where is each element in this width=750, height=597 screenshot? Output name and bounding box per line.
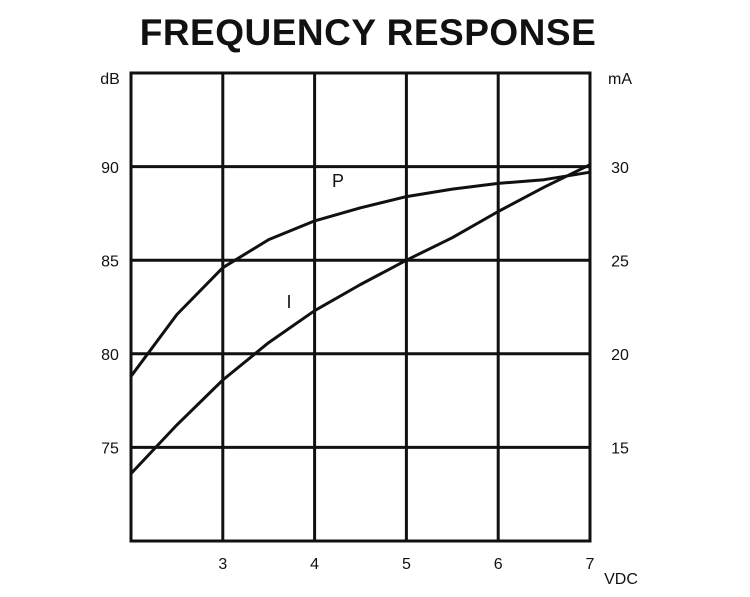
- y2-tick-label: 30: [611, 160, 629, 177]
- x-tick-label: 7: [586, 556, 595, 573]
- plot-frame: [129, 71, 592, 543]
- x-tick-label: 3: [218, 556, 227, 573]
- y-tick-label: 90: [101, 160, 119, 177]
- x-tick-label: 5: [402, 556, 411, 573]
- series-label: P: [332, 171, 344, 191]
- y-tick-label: 85: [101, 253, 119, 270]
- y2-axis-label: mA: [608, 71, 632, 88]
- y-tick-label: 80: [101, 347, 119, 364]
- series-label: I: [286, 292, 291, 312]
- y-axis-label: dB: [100, 71, 120, 88]
- y2-tick-label: 20: [611, 347, 629, 364]
- x-tick-label: 6: [494, 556, 503, 573]
- y2-tick-label: 15: [611, 441, 629, 458]
- y-tick-label: 75: [101, 441, 119, 458]
- x-tick-label: 4: [310, 556, 319, 573]
- chart-title: FREQUENCY RESPONSE: [140, 12, 597, 53]
- series-line: [129, 163, 591, 475]
- series-line: [129, 170, 591, 378]
- x-axis-label: VDC: [604, 571, 638, 588]
- y2-tick-label: 25: [611, 253, 629, 270]
